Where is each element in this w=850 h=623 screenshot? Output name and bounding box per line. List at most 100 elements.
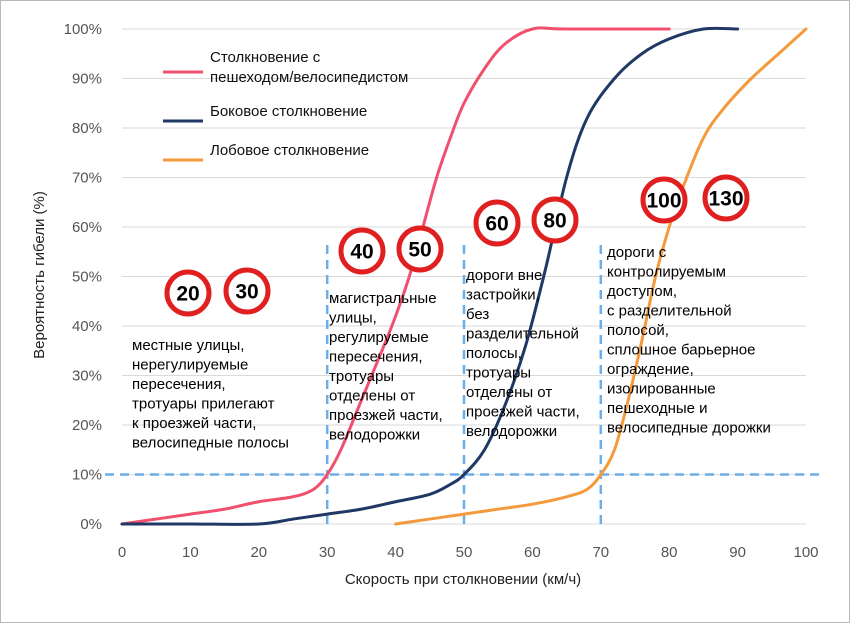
x-tick-label: 80 [661, 544, 678, 561]
speed-limit-value: 50 [408, 239, 431, 262]
series-line [120, 26, 740, 526]
speed-limit-sign-ring [473, 199, 521, 247]
y-tick-label: 50% [72, 269, 102, 286]
zone-description-line: дороги вне [466, 267, 542, 284]
speed-limit-sign-ring [640, 176, 688, 224]
x-tick-label: 70 [592, 544, 609, 561]
zone-description-line: к проезжей части, [132, 415, 256, 432]
zone-description-line: велодорожки [466, 423, 557, 440]
legend-label: Столкновение с пешеходом/велосипедистом [210, 49, 408, 86]
zone-description: дороги вне застройки, без разделительной пол… [466, 267, 580, 440]
speed-limit-sign: 20 [164, 269, 212, 317]
y-tick-label: 0% [80, 516, 102, 533]
x-tick-label: 30 [319, 544, 336, 561]
zone-description-line: местные улицы, [132, 337, 244, 354]
zone-labels: местные улицы, нерегулируемые пересечения,… [132, 244, 771, 452]
speed-limit-sign: 30 [223, 267, 271, 315]
x-tick-label: 0 [118, 544, 126, 561]
legend-label-line: Лобовое столкновение [210, 142, 369, 159]
series-line [394, 27, 808, 526]
zone-description: местные улицы, нерегулируемые пересечения,… [132, 337, 289, 452]
speed-limit-sign: 130 [702, 174, 750, 222]
x-tick-label: 10 [182, 544, 199, 561]
zone-description-line: велосипедные дорожки [607, 420, 771, 437]
speed-limit-sign-ring [223, 267, 271, 315]
y-tick-label: 40% [72, 318, 102, 335]
zone-description-line: сплошное барьерное [607, 342, 755, 359]
speed-limit-sign: 50 [396, 225, 444, 273]
zone-description-line: с разделительной [607, 303, 732, 320]
zone-description-line: отделены от [466, 384, 552, 401]
x-tick-label: 20 [250, 544, 267, 561]
x-axis-title: Скорость при столкновении (км/ч) [345, 571, 581, 588]
speed-limit-value: 130 [708, 188, 743, 211]
speed-limit-sign-ring [396, 225, 444, 273]
zone-description-line: велодорожки [329, 427, 420, 444]
y-tick-label: 10% [72, 467, 102, 484]
speed-limit-sign-ring [531, 196, 579, 244]
speed-signs: 20 30 40 50 60 80 100 130 [164, 174, 750, 317]
zone-description-line: проезжей части, [466, 404, 580, 421]
speed-limit-value: 80 [543, 210, 566, 233]
zone-description-line: без [466, 306, 489, 323]
zone-description-line: разделительной [466, 326, 579, 343]
grid [122, 28, 806, 525]
y-tick-label: 70% [72, 170, 102, 187]
zone-description-line: пересечения, [329, 349, 423, 366]
zone-description-line: проезжей части, [329, 407, 443, 424]
zone-description-line: застройки, [466, 287, 540, 304]
zone-description-line: контролируемым [607, 264, 726, 281]
speed-limit-value: 100 [646, 190, 681, 213]
zone-description: магистральные улицы, регулируемые пересечен… [329, 290, 443, 444]
zone-description-line: нерегулируемые [132, 357, 248, 374]
legend-label: Лобовое столкновение [210, 142, 369, 159]
zone-description-line: велосипедные полосы [132, 435, 289, 452]
legend-item: Боковое столкновение [163, 103, 367, 123]
speed-limit-sign: 80 [531, 196, 579, 244]
y-tick-label: 20% [72, 417, 102, 434]
zone-description-line: тротуары прилегают [132, 396, 275, 413]
zone-description: дороги с контролируемым доступом, с раздели… [607, 244, 771, 437]
speed-limit-sign-ring [164, 269, 212, 317]
y-tick-label: 60% [72, 219, 102, 236]
guide-lines [105, 245, 822, 530]
series-line [120, 26, 671, 526]
x-tick-label: 60 [524, 544, 541, 561]
zone-description-line: полосой, [607, 322, 669, 339]
x-tick-label: 50 [456, 544, 473, 561]
legend-label-line: Столкновение с [210, 49, 321, 66]
zone-description-line: пешеходные и [607, 400, 708, 417]
y-tick-label: 80% [72, 120, 102, 137]
legend-label-line: Боковое столкновение [210, 103, 367, 120]
legend-label: Боковое столкновение [210, 103, 367, 120]
zone-description-line: пересечения, [132, 376, 226, 393]
zone-description-line: полосы, [466, 345, 522, 362]
zone-description-line: регулируемые [329, 329, 429, 346]
speed-limit-sign-ring [702, 174, 750, 222]
speed-limit-sign: 40 [338, 227, 386, 275]
y-tick-label: 90% [72, 71, 102, 88]
legend: Столкновение с пешеходом/велосипедистом Бо… [163, 49, 408, 162]
x-tick-label: 40 [387, 544, 404, 561]
zone-description-line: доступом, [607, 283, 677, 300]
x-tick-label: 90 [729, 544, 746, 561]
series-lines [120, 26, 808, 526]
zone-description-line: дороги с [607, 244, 667, 261]
zone-description-line: магистральные [329, 290, 437, 307]
legend-label-line: пешеходом/велосипедистом [210, 69, 408, 86]
x-axis-ticks: 0 10 20 30 40 50 60 70 80 90 100 [118, 544, 819, 561]
speed-limit-sign: 100 [640, 176, 688, 224]
speed-limit-sign: 60 [473, 199, 521, 247]
zone-description-line: улицы, [329, 310, 377, 327]
zone-description-line: тротуары [466, 365, 531, 382]
legend-item: Лобовое столкновение [163, 142, 369, 162]
x-tick-label: 100 [793, 544, 818, 561]
legend-item: Столкновение с пешеходом/велосипедистом [163, 49, 408, 86]
y-axis-title: Вероятность гибели (%) [31, 191, 48, 359]
speed-limit-value: 40 [350, 241, 373, 264]
zone-description-line: ограждение, [607, 361, 694, 378]
y-tick-label: 30% [72, 368, 102, 385]
zone-description-line: тротуары [329, 368, 394, 385]
speed-limit-value: 20 [176, 283, 199, 306]
